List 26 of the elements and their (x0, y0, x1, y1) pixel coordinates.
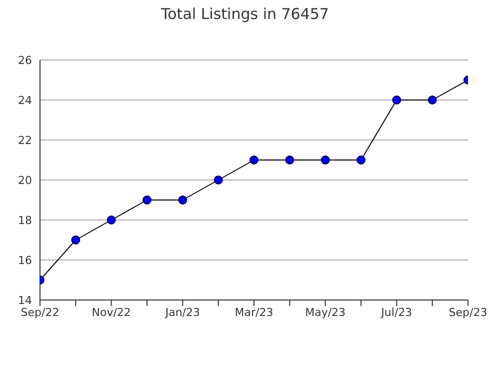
point (428, 96, 437, 104)
point (142, 196, 152, 204)
point (392, 96, 402, 104)
y-tick-label: 24 (18, 94, 32, 107)
y-tick-label: 16 (18, 254, 32, 267)
y-tick-label: 18 (18, 214, 32, 227)
y-tick-label: 26 (18, 54, 32, 67)
x-tick-label: Jul/23 (380, 306, 412, 319)
point (71, 236, 80, 244)
chart-title: Total Listings in 76457 (160, 5, 330, 23)
x-tick-label: Nov/22 (92, 306, 131, 319)
x-tick-label: Sep/23 (448, 306, 488, 319)
point (106, 216, 116, 224)
x-tick-label: Sep/22 (20, 306, 60, 319)
x-tick-label: May/23 (305, 306, 346, 319)
y-tick-label: 22 (18, 134, 32, 147)
y-tick-label: 14 (18, 294, 32, 307)
x-tick-label: Mar/23 (234, 306, 274, 319)
x-tick-label: Jan/23 (164, 306, 200, 319)
point (285, 156, 294, 164)
y-tick-label: 20 (18, 174, 32, 187)
point (250, 156, 258, 164)
point (320, 156, 330, 164)
point (178, 196, 188, 204)
point (356, 156, 366, 164)
point (214, 176, 223, 184)
